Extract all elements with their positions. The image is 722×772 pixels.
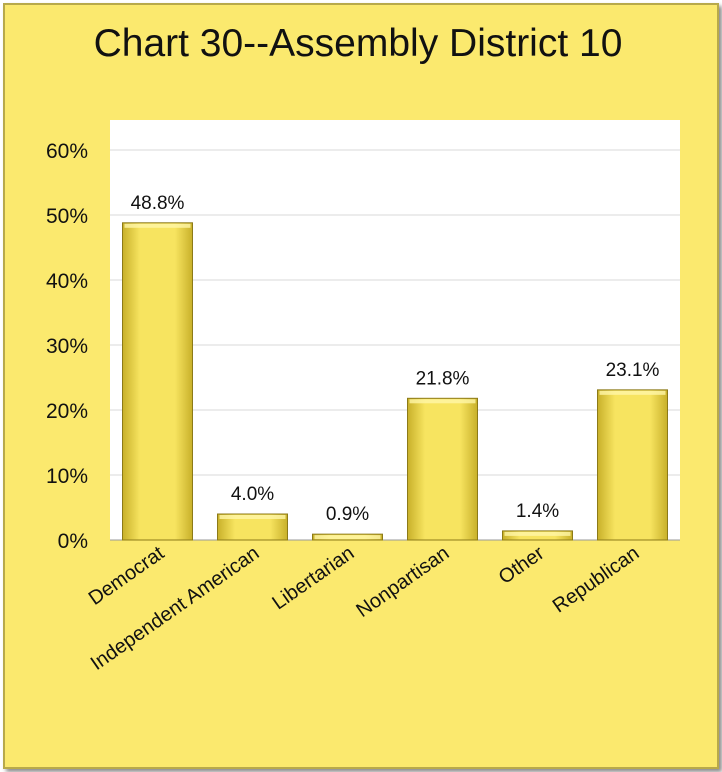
data-labels: 48.8% 4.0% 0.9% 21.8% 1.4% 23.1% (131, 193, 660, 525)
y-tick-label: 50% (46, 205, 88, 228)
data-label: 23.1% (606, 360, 660, 381)
x-tick-label: Other (495, 542, 549, 589)
plot-area (110, 120, 680, 540)
y-tick-label: 20% (46, 400, 88, 423)
x-tick-label: Libertarian (268, 542, 358, 614)
bar-highlight (409, 399, 476, 404)
bar-highlight (314, 535, 381, 540)
y-tick-label: 30% (46, 335, 88, 358)
y-tick-label: 10% (46, 465, 88, 488)
bars (122, 222, 668, 541)
bar-highlight (219, 515, 286, 519)
bar-highlight (599, 390, 666, 395)
bar-republican (597, 389, 668, 541)
bar-highlight (504, 531, 571, 536)
y-tick-label: 0% (58, 530, 88, 553)
x-tick-label: Independent American (87, 542, 264, 675)
x-tick-label: Democrat (85, 542, 169, 610)
x-tick-label: Republican (549, 542, 644, 617)
data-label: 21.8% (416, 368, 470, 389)
bar-highlight (124, 223, 191, 228)
y-tick-labels: 0% 10% 20% 30% 40% 50% 60% (46, 140, 88, 553)
chart-title: Chart 30--Assembly District 10 (93, 22, 623, 65)
y-tick-label: 60% (46, 140, 88, 163)
data-label: 1.4% (516, 501, 559, 522)
x-tick-label: Nonpartisan (352, 542, 453, 622)
bar-democrat (122, 222, 193, 541)
data-label: 0.9% (326, 504, 369, 525)
gridlines (110, 149, 680, 541)
data-label: 48.8% (131, 193, 185, 214)
bar-nonpartisan (407, 397, 478, 541)
data-label: 4.0% (231, 484, 274, 505)
y-tick-label: 40% (46, 270, 88, 293)
